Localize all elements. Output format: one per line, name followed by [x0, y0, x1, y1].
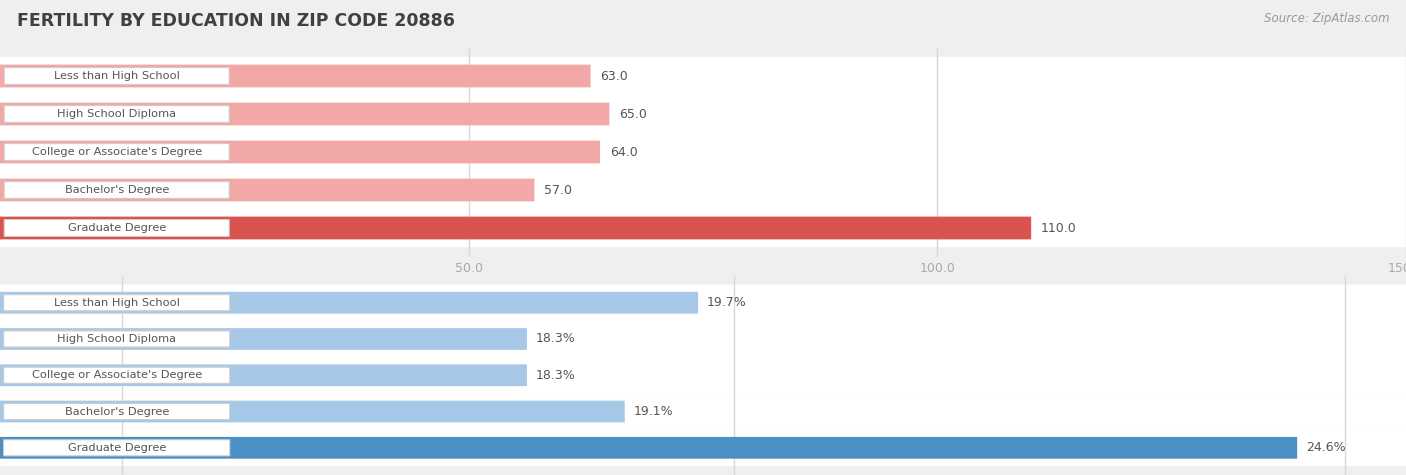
- FancyBboxPatch shape: [0, 209, 1406, 247]
- Text: 19.1%: 19.1%: [633, 405, 673, 418]
- FancyBboxPatch shape: [4, 367, 229, 383]
- Text: FERTILITY BY EDUCATION IN ZIP CODE 20886: FERTILITY BY EDUCATION IN ZIP CODE 20886: [17, 12, 454, 30]
- FancyBboxPatch shape: [4, 181, 229, 199]
- Text: Source: ZipAtlas.com: Source: ZipAtlas.com: [1264, 12, 1389, 25]
- Text: Graduate Degree: Graduate Degree: [67, 223, 166, 233]
- FancyBboxPatch shape: [0, 133, 1406, 171]
- FancyBboxPatch shape: [0, 357, 1406, 394]
- FancyBboxPatch shape: [4, 440, 229, 456]
- FancyBboxPatch shape: [0, 400, 624, 422]
- FancyBboxPatch shape: [0, 65, 591, 87]
- FancyBboxPatch shape: [0, 217, 1031, 239]
- FancyBboxPatch shape: [0, 328, 527, 350]
- Text: 19.7%: 19.7%: [707, 296, 747, 309]
- FancyBboxPatch shape: [0, 95, 1406, 133]
- Text: College or Associate's Degree: College or Associate's Degree: [31, 147, 202, 157]
- FancyBboxPatch shape: [0, 321, 1406, 357]
- FancyBboxPatch shape: [0, 103, 609, 125]
- FancyBboxPatch shape: [4, 105, 229, 123]
- FancyBboxPatch shape: [0, 179, 534, 201]
- Text: Bachelor's Degree: Bachelor's Degree: [65, 407, 169, 417]
- Text: 24.6%: 24.6%: [1306, 441, 1346, 454]
- Text: Bachelor's Degree: Bachelor's Degree: [65, 185, 169, 195]
- FancyBboxPatch shape: [0, 285, 1406, 321]
- FancyBboxPatch shape: [4, 67, 229, 85]
- Text: 18.3%: 18.3%: [536, 332, 575, 345]
- FancyBboxPatch shape: [0, 437, 1298, 459]
- FancyBboxPatch shape: [0, 429, 1406, 466]
- Text: Less than High School: Less than High School: [53, 298, 180, 308]
- Text: 18.3%: 18.3%: [536, 369, 575, 382]
- Text: 57.0: 57.0: [544, 183, 572, 197]
- FancyBboxPatch shape: [4, 331, 229, 347]
- Text: 63.0: 63.0: [600, 69, 628, 83]
- FancyBboxPatch shape: [0, 141, 600, 163]
- FancyBboxPatch shape: [4, 294, 229, 311]
- Text: High School Diploma: High School Diploma: [58, 109, 176, 119]
- Text: Graduate Degree: Graduate Degree: [67, 443, 166, 453]
- FancyBboxPatch shape: [0, 171, 1406, 209]
- Text: High School Diploma: High School Diploma: [58, 334, 176, 344]
- Text: 65.0: 65.0: [619, 107, 647, 121]
- FancyBboxPatch shape: [0, 364, 527, 386]
- Text: College or Associate's Degree: College or Associate's Degree: [31, 370, 202, 380]
- FancyBboxPatch shape: [0, 57, 1406, 95]
- Text: Less than High School: Less than High School: [53, 71, 180, 81]
- FancyBboxPatch shape: [4, 219, 229, 237]
- FancyBboxPatch shape: [4, 143, 229, 161]
- Text: 64.0: 64.0: [610, 145, 637, 159]
- Text: 110.0: 110.0: [1040, 221, 1077, 235]
- FancyBboxPatch shape: [4, 403, 229, 419]
- FancyBboxPatch shape: [0, 393, 1406, 430]
- FancyBboxPatch shape: [0, 292, 699, 314]
